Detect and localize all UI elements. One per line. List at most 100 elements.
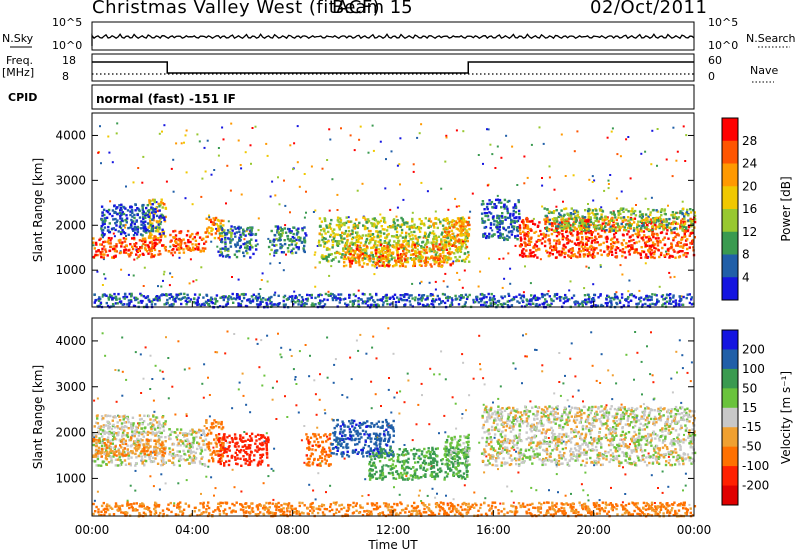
power-cell [461,228,465,231]
power-cell [361,292,364,296]
power-cell [581,238,584,241]
power-cell [251,295,254,298]
power-cell [170,252,173,255]
power-cell [175,248,179,251]
power-cell [244,293,247,296]
velocity-speckle [525,333,528,336]
power-cell [668,299,671,303]
power-cell [529,249,532,252]
power-cell [370,296,373,299]
power-cell [224,245,227,249]
power-speckle [682,125,685,128]
power-cell [689,232,692,235]
power-cell [327,226,330,229]
power-cell [418,302,422,305]
power-speckle [432,230,435,233]
power-cell [249,301,252,305]
power-cell [459,227,463,230]
power-cell [404,239,407,243]
power-cell [112,255,116,258]
power-cell [397,298,401,301]
power-cell [119,220,122,224]
power-cell [575,227,578,230]
power-cell [425,251,428,254]
power-cell [136,228,139,231]
power-cell [682,244,685,247]
power-cell [238,227,241,231]
power-cell [501,221,504,225]
velocity-speckle [420,382,423,385]
power-cell [328,224,331,227]
power-cell [223,229,226,232]
power-cell [141,207,144,210]
power-speckle [588,178,591,181]
power-cell [225,232,229,235]
power-cell [689,219,692,223]
power-cell [599,294,602,297]
power-cell [410,226,413,229]
power-cell [202,237,205,240]
power-cell [113,204,116,207]
power-cell [423,251,426,255]
power-cell [426,303,429,306]
power-cell [385,241,388,244]
power-cell [306,297,309,300]
power-cell [527,239,531,243]
power-cell [435,260,438,264]
power-cell [653,246,656,250]
power-cell [435,245,438,248]
power-cell [291,295,294,298]
velocity-speckle [483,383,486,386]
velocity-speckle [371,346,374,349]
power-cell [465,245,469,249]
power-cell [518,217,521,220]
power-cell [676,244,680,247]
power-cell [340,234,343,238]
velocity-speckle [277,332,279,335]
power-cell [427,235,430,238]
power-cell [581,215,584,218]
power-cell [509,212,512,216]
power-cell [513,221,516,224]
power-cell [446,261,449,264]
power-cell [593,293,596,297]
power-cell [97,249,100,252]
power-cell [443,301,447,305]
power-cell [518,293,521,296]
power-cell [331,298,335,302]
power-cell [228,231,231,234]
power-speckle [347,216,350,219]
power-cell [623,226,627,229]
velocity-speckle [499,385,502,388]
velocity-speckle [493,436,496,439]
velocity-speckle [522,334,524,337]
power-cell [281,229,284,232]
power-speckle [509,282,512,285]
power-cell [668,217,671,221]
velocity-speckle [405,475,408,477]
power-cell [658,226,661,230]
power-cell [445,296,448,300]
power-cell [515,295,518,298]
power-cell [396,219,399,222]
velocity-speckle [185,479,188,482]
power-cell [682,207,685,210]
power-cell [246,299,249,302]
power-cell [156,299,160,302]
velocity-speckle [370,407,373,410]
power-cell [691,219,694,223]
velocity-speckle [605,404,608,407]
power-speckle [124,224,127,226]
power-speckle [426,190,429,193]
power-cell [144,216,147,220]
power-ytick-label: 1000 [55,263,86,277]
power-speckle [587,266,590,269]
power-speckle [113,235,116,238]
power-cell [323,245,326,248]
power-cell [414,252,417,255]
power-speckle [486,128,488,131]
power-cell [615,296,619,299]
power-cell [485,301,488,304]
power-cell [650,295,653,299]
power-cell [616,222,619,225]
